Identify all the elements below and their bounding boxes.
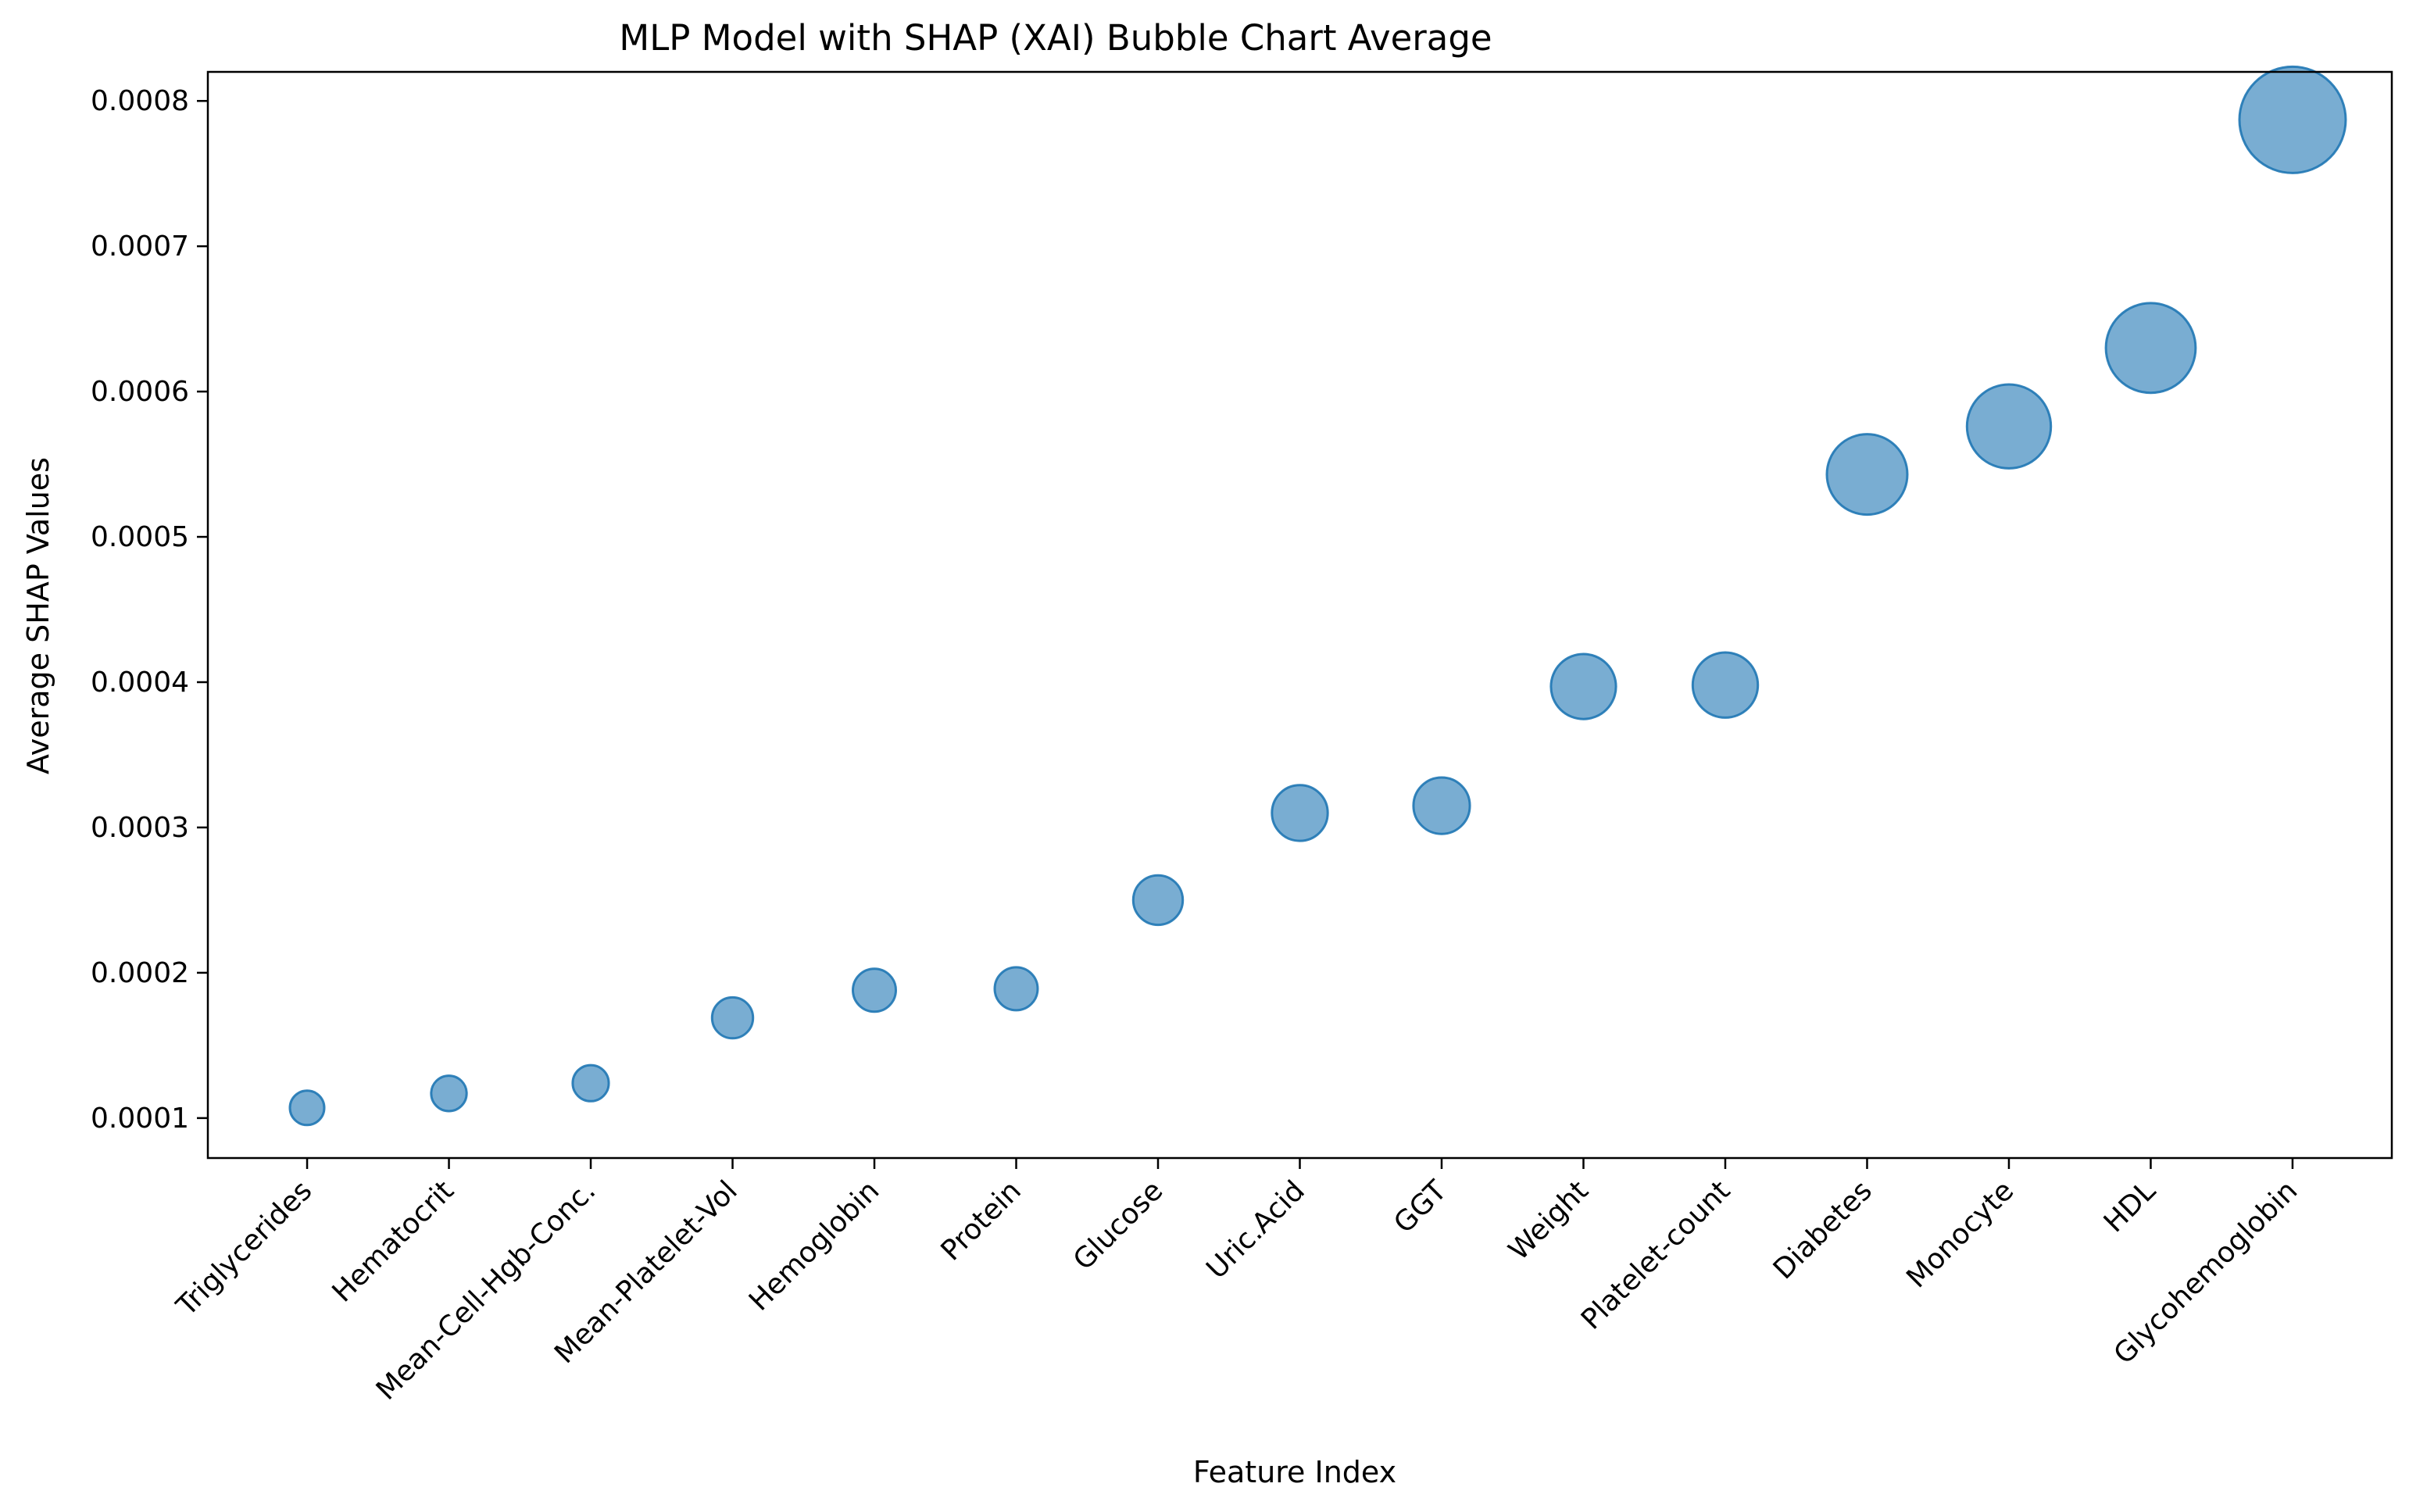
y-axis-label: Average SHAP Values (21, 457, 55, 774)
y-tick-label: 0.0003 (91, 812, 189, 844)
bubble-triglycerides (288, 1089, 326, 1127)
x-axis-label: Feature Index (1193, 1455, 1396, 1489)
bubble-hdl (2104, 302, 2197, 395)
y-tick-label: 0.0007 (91, 231, 189, 263)
y-tick-label: 0.0004 (91, 667, 189, 699)
bubble-uric-acid (1271, 784, 1329, 842)
y-tick-label: 0.0002 (91, 957, 189, 989)
x-tick-label: Triglycerides (170, 1174, 319, 1323)
y-tick-label: 0.0006 (91, 376, 189, 408)
bubble-glucose (1131, 874, 1185, 927)
bubble-mean-platelet-vol (710, 995, 755, 1040)
y-tick-label: 0.0008 (91, 85, 189, 117)
x-tick-label: Uric.Acid (1200, 1174, 1310, 1285)
y-axis: 0.0001 0.0002 0.0003 0.0004 0.0005 0.0006 0.00… (91, 85, 208, 1135)
bubble-hemoglobin (852, 967, 897, 1013)
bubble-glycohemoglobin (2238, 65, 2347, 174)
y-tick-label: 0.0001 (91, 1103, 189, 1135)
bubble-monocyte (1965, 383, 2053, 470)
bubble-mean-cell-hgb-conc (571, 1063, 610, 1103)
x-axis: Triglycerides HematocritMean-Cell-Hgb-Con… (170, 1158, 2304, 1407)
x-tick-label: Glucose (1067, 1174, 1169, 1276)
x-tick-label: Hemoglobin (743, 1174, 885, 1317)
x-tick-label: Diabetes (1767, 1174, 1878, 1285)
x-tick-label: Hematocrit (327, 1174, 460, 1308)
chart-title: MLP Model with SHAP (XAI) Bubble Chart A… (619, 17, 1492, 59)
bubble-weight (1549, 652, 1617, 720)
bubble-ggt (1412, 776, 1471, 835)
x-tick-label: Protein (935, 1174, 1028, 1267)
x-tick-label: GGT (1388, 1174, 1453, 1240)
bubble-diabetes (1825, 433, 1909, 517)
x-tick-label: HDL (2098, 1174, 2162, 1239)
plot-frame (206, 70, 2393, 1160)
bubble-hematocrit (430, 1074, 468, 1113)
x-tick-label: Weight (1503, 1174, 1595, 1267)
plot-area (288, 65, 2347, 1127)
x-tick-label: Platelet-count (1575, 1174, 1736, 1335)
y-tick-label: 0.0005 (91, 521, 189, 553)
x-tick-label: Monocyte (1900, 1174, 2020, 1294)
bubble-platelet-count (1691, 651, 1760, 719)
bubble-protein (993, 966, 1039, 1012)
